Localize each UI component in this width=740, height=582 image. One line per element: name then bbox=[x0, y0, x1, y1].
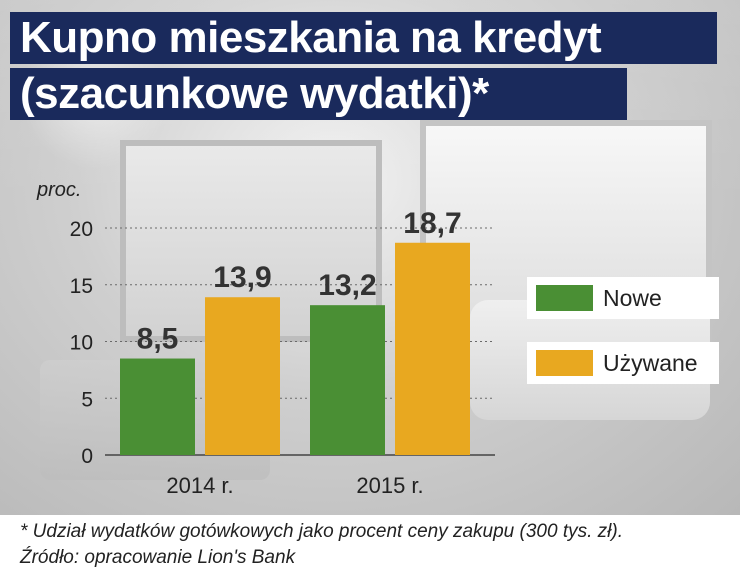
y-tick-label-15: 15 bbox=[70, 275, 93, 298]
footnote: * Udział wydatków gotówkowych jako proce… bbox=[20, 521, 623, 542]
bar-chart: proc. 0 5 10 15 20 8,5 13,9 2014 r. 13,2 18,7 2015… bbox=[36, 179, 495, 498]
bar-uzywane-1 bbox=[395, 242, 470, 455]
data-label-uzywane-0: 13,9 bbox=[213, 261, 271, 294]
legend-item-nowe: Nowe bbox=[527, 277, 719, 319]
y-tick-label-10: 10 bbox=[70, 332, 93, 355]
bar-uzywane-0 bbox=[205, 297, 280, 455]
y-tick-label-20: 20 bbox=[70, 218, 93, 241]
legend-swatch-nowe bbox=[536, 285, 593, 311]
x-tick-label-1: 2015 r. bbox=[356, 473, 423, 498]
data-label-uzywane-1: 18,7 bbox=[403, 207, 461, 240]
chart-title-line-2: (szacunkowe wydatki)* bbox=[10, 68, 627, 120]
y-axis-title: proc. bbox=[36, 179, 81, 201]
x-tick-label-0: 2014 r. bbox=[166, 473, 233, 498]
bar-nowe-0 bbox=[120, 358, 195, 455]
data-label-nowe-1: 13,2 bbox=[318, 269, 376, 302]
legend-swatch-uzywane bbox=[536, 350, 593, 376]
legend-label-nowe: Nowe bbox=[603, 284, 662, 311]
y-tick-label-0: 0 bbox=[81, 445, 93, 468]
data-label-nowe-0: 8,5 bbox=[137, 323, 179, 356]
chart-title-line-1: Kupno mieszkania na kredyt bbox=[10, 12, 717, 64]
y-tick-label-5: 5 bbox=[81, 388, 93, 411]
legend-label-uzywane: Używane bbox=[603, 349, 698, 376]
footer-background bbox=[0, 515, 740, 582]
source-note: Źródło: opracowanie Lion's Bank bbox=[20, 547, 296, 568]
bar-nowe-1 bbox=[310, 305, 385, 455]
legend-item-uzywane: Używane bbox=[527, 342, 719, 384]
